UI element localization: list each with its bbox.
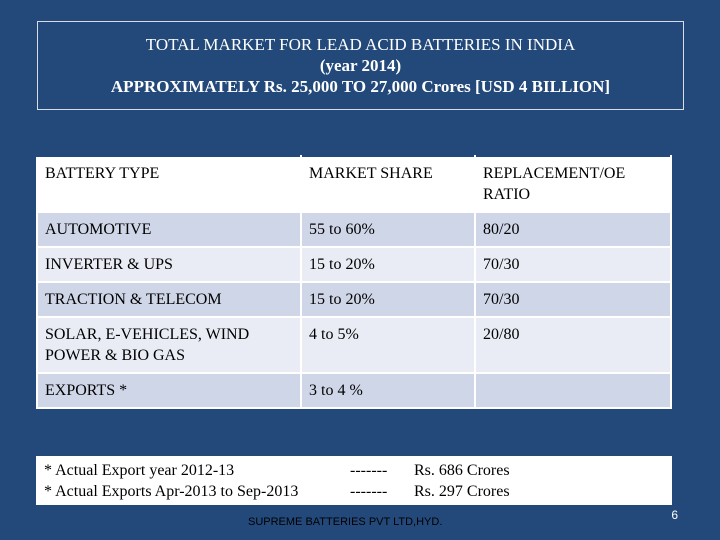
cell-ratio: 20/80 bbox=[474, 316, 672, 374]
title-line-2: (year 2014) bbox=[319, 56, 402, 75]
table-header-row: BATTERY TYPE MARKET SHARE REPLACEMENT/OE… bbox=[36, 155, 672, 213]
header-replacement-ratio: REPLACEMENT/OE RATIO bbox=[474, 155, 672, 213]
cell-battery-type: INVERTER & UPS bbox=[36, 246, 302, 283]
cell-market-share: 15 to 20% bbox=[300, 281, 476, 318]
cell-ratio: 70/30 bbox=[474, 246, 672, 283]
cell-battery-type: SOLAR, E-VEHICLES, WIND POWER & BIO GAS bbox=[36, 316, 302, 374]
cell-battery-type: AUTOMOTIVE bbox=[36, 211, 302, 248]
cell-battery-type: EXPORTS * bbox=[36, 372, 302, 409]
note-line: * Actual Exports Apr-2013 to Sep-2013 --… bbox=[44, 481, 664, 502]
slide-title-box: TOTAL MARKET FOR LEAD ACID BATTERIES IN … bbox=[37, 21, 684, 110]
cell-market-share: 15 to 20% bbox=[300, 246, 476, 283]
market-share-table: BATTERY TYPE MARKET SHARE REPLACEMENT/OE… bbox=[36, 155, 672, 409]
export-notes: * Actual Export year 2012-13 ------- Rs.… bbox=[36, 456, 672, 505]
company-footer: SUPREME BATTERIES PVT LTD,HYD. bbox=[248, 516, 443, 528]
table-row: AUTOMOTIVE 55 to 60% 80/20 bbox=[36, 211, 672, 248]
note-text: * Actual Export year 2012-13 bbox=[44, 462, 235, 479]
title-line-3: APPROXIMATELY Rs. 25,000 TO 27,000 Crore… bbox=[110, 77, 611, 96]
cell-ratio bbox=[474, 372, 672, 409]
title-line-1: TOTAL MARKET FOR LEAD ACID BATTERIES IN … bbox=[145, 35, 576, 54]
note-line: * Actual Export year 2012-13 ------- Rs.… bbox=[44, 460, 664, 481]
table-row: INVERTER & UPS 15 to 20% 70/30 bbox=[36, 246, 672, 283]
note-dash: ------- bbox=[350, 462, 388, 479]
note-value: Rs. 686 Crores bbox=[414, 462, 510, 479]
cell-market-share: 3 to 4 % bbox=[300, 372, 476, 409]
cell-battery-type: TRACTION & TELECOM bbox=[36, 281, 302, 318]
note-text: * Actual Exports Apr-2013 to Sep-2013 bbox=[44, 483, 299, 500]
cell-market-share: 4 to 5% bbox=[300, 316, 476, 374]
header-market-share: MARKET SHARE bbox=[300, 155, 476, 213]
note-value: Rs. 297 Crores bbox=[414, 483, 510, 500]
table-row: TRACTION & TELECOM 15 to 20% 70/30 bbox=[36, 281, 672, 318]
page-number: 6 bbox=[671, 508, 678, 522]
cell-ratio: 70/30 bbox=[474, 281, 672, 318]
table-row: SOLAR, E-VEHICLES, WIND POWER & BIO GAS … bbox=[36, 316, 672, 374]
header-battery-type: BATTERY TYPE bbox=[36, 155, 302, 213]
cell-ratio: 80/20 bbox=[474, 211, 672, 248]
note-dash: ------- bbox=[350, 483, 388, 500]
table-row: EXPORTS * 3 to 4 % bbox=[36, 372, 672, 409]
cell-market-share: 55 to 60% bbox=[300, 211, 476, 248]
